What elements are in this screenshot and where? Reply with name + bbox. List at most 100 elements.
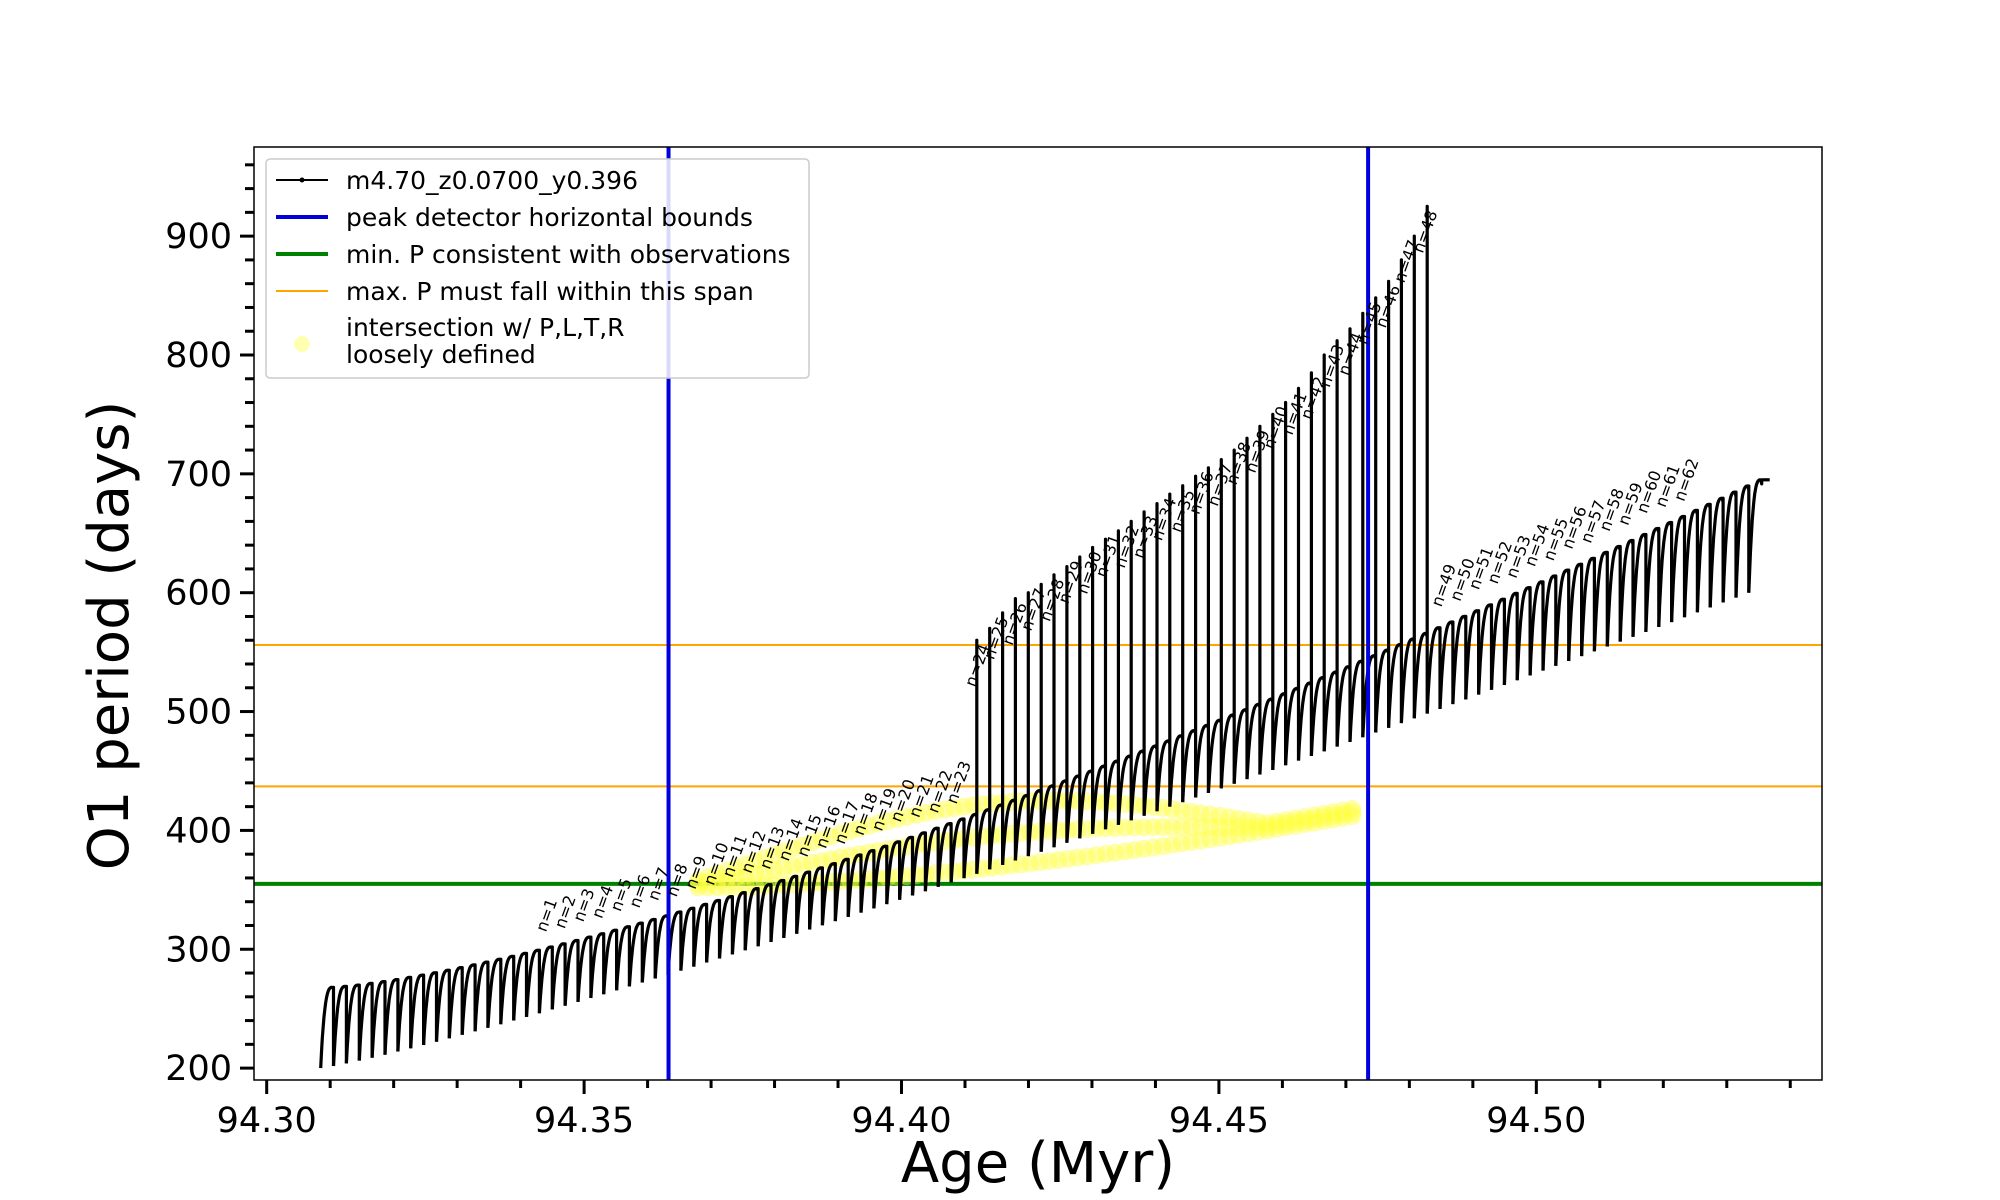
series-cycle — [1618, 538, 1635, 642]
series-cycle — [1091, 537, 1108, 834]
legend-label-intersection-line2: loosely defined — [346, 340, 536, 369]
series-cycle — [1001, 597, 1017, 865]
series-cycle — [936, 822, 953, 887]
intersection-point — [746, 877, 765, 896]
intersection-point — [1267, 812, 1286, 831]
series-cycle — [486, 957, 503, 1028]
intersection-point — [1201, 817, 1220, 836]
intersection-point — [1324, 810, 1343, 829]
intersection-point — [1125, 818, 1144, 837]
series-cycle — [1734, 484, 1751, 598]
intersection-point — [1096, 844, 1115, 863]
series-cycle — [344, 983, 361, 1064]
intersection-point — [717, 869, 736, 888]
intersection-point — [1049, 851, 1068, 869]
intersection-point — [708, 865, 727, 884]
intersection-point — [1068, 848, 1087, 867]
series-cycle — [1412, 204, 1429, 719]
series-cycle — [602, 928, 619, 995]
series-cycle — [1013, 591, 1030, 861]
series-cycle — [1181, 474, 1198, 803]
series-cycle — [422, 971, 439, 1046]
series-cycle — [1580, 556, 1596, 657]
series-cycle — [1631, 532, 1648, 637]
series-cycle — [872, 844, 889, 909]
series-cycle — [1168, 484, 1185, 807]
intersection-point — [717, 877, 736, 896]
intersection-point — [1286, 816, 1305, 835]
intersection-point — [907, 805, 926, 824]
intersection-point — [689, 874, 708, 893]
intersection-point — [1343, 800, 1362, 819]
intersection-point — [1333, 801, 1352, 820]
y-tick-label: 300 — [165, 930, 232, 970]
intersection-point — [784, 857, 803, 876]
intersection-point — [803, 874, 822, 893]
series-cycle — [1116, 519, 1133, 825]
series-cycle — [1464, 609, 1481, 700]
intersection-point — [992, 857, 1011, 876]
series-cycle — [1078, 545, 1095, 839]
intersection-point — [736, 866, 755, 885]
intersection-point — [1248, 822, 1267, 841]
intersection-point — [708, 871, 727, 890]
series-cycle — [910, 831, 927, 896]
intersection-point — [1333, 808, 1352, 827]
series-cycle — [1425, 626, 1442, 714]
series-cycle — [1206, 458, 1223, 793]
intersection-point — [736, 855, 755, 874]
intersection-point — [954, 797, 973, 816]
legend-label-intersection-line1: intersection w/ P,L,T,R — [346, 313, 625, 342]
intersection-point — [1210, 817, 1229, 836]
intersection-point — [1210, 828, 1229, 847]
intersection-point — [1257, 814, 1276, 833]
intersection-point — [1210, 806, 1229, 825]
intersection-point — [1134, 818, 1153, 837]
series-cycle — [563, 938, 580, 1006]
x-tick-label: 94.50 — [1486, 1101, 1586, 1141]
intersection-point — [1295, 815, 1314, 834]
y-tick-label: 900 — [165, 217, 232, 257]
intersection-point — [1182, 817, 1201, 836]
intersection-point — [1201, 805, 1220, 824]
y-tick-label: 400 — [165, 811, 232, 851]
intersection-point — [1106, 843, 1125, 862]
y-tick-label: 200 — [165, 1049, 232, 1089]
intersection-point — [1248, 812, 1267, 831]
series-cycle — [1258, 412, 1275, 775]
intersection-point — [1153, 837, 1172, 856]
intersection-point — [983, 858, 1002, 877]
intersection-point — [689, 878, 708, 897]
series-cycle — [962, 638, 979, 879]
intersection-point — [803, 833, 822, 852]
series-cycle — [923, 826, 940, 892]
intersection-point — [727, 877, 746, 896]
series-cycle — [1541, 574, 1558, 671]
intersection-point — [1267, 819, 1286, 838]
intersection-point — [1163, 835, 1182, 854]
y-tick-label: 500 — [165, 693, 232, 733]
series-cycle — [1065, 555, 1082, 843]
series-cycle — [1103, 529, 1120, 830]
intersection-point — [1314, 812, 1333, 831]
intersection-point — [1077, 847, 1096, 866]
series-cycle — [1155, 492, 1172, 812]
x-tick-label: 94.35 — [534, 1101, 634, 1141]
series-cycle — [1271, 400, 1288, 770]
series-cycle — [1528, 580, 1545, 676]
series-cycle — [1451, 614, 1468, 705]
series-cycle — [1309, 353, 1326, 756]
series-cycle — [1721, 490, 1738, 603]
series-cycle — [615, 925, 631, 991]
series-cycle — [1399, 234, 1416, 724]
series-cycle — [331, 984, 348, 1067]
intersection-point — [784, 839, 803, 858]
series-cycle — [1374, 279, 1391, 733]
intersection-point — [1343, 803, 1362, 822]
series-cycle — [808, 866, 824, 930]
x-tick-label: 94.40 — [851, 1101, 951, 1141]
intersection-point — [1314, 808, 1333, 827]
intersection-point — [850, 819, 869, 838]
series-cycle — [1438, 620, 1455, 709]
